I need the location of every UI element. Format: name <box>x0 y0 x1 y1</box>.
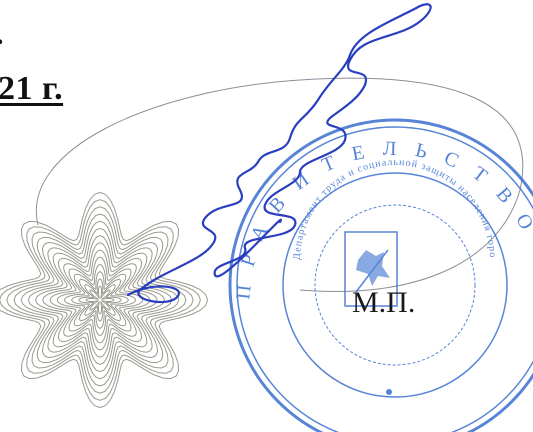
rosette-ring <box>13 213 187 387</box>
rosette-ring <box>49 249 151 351</box>
rosette-ring <box>56 256 144 344</box>
moscow-coat-of-arms-icon <box>344 231 398 307</box>
handwritten-signature <box>126 3 432 304</box>
date-line: 21 г. <box>0 70 64 107</box>
rosette-ring <box>71 271 129 329</box>
rosette-ring <box>63 263 137 337</box>
rosette-ring <box>78 278 122 322</box>
decorative-rosette <box>0 191 209 409</box>
rosette-ring <box>85 285 115 315</box>
guilloche-loop <box>35 77 524 292</box>
page-edge-mark: . <box>0 18 4 52</box>
stamp-place-label: М.П. <box>352 286 416 319</box>
rosette-ring <box>0 191 209 409</box>
stamp-outer-text: ПРАВИТЕЛЬСТВО МОСКВЫ <box>0 0 533 305</box>
rosette-ring <box>27 227 173 373</box>
rosette-ring <box>35 235 165 365</box>
rosette-ring <box>42 242 158 358</box>
rosette-ring <box>0 199 201 401</box>
rosette-ring <box>20 220 180 380</box>
rosette-ring <box>6 206 194 394</box>
